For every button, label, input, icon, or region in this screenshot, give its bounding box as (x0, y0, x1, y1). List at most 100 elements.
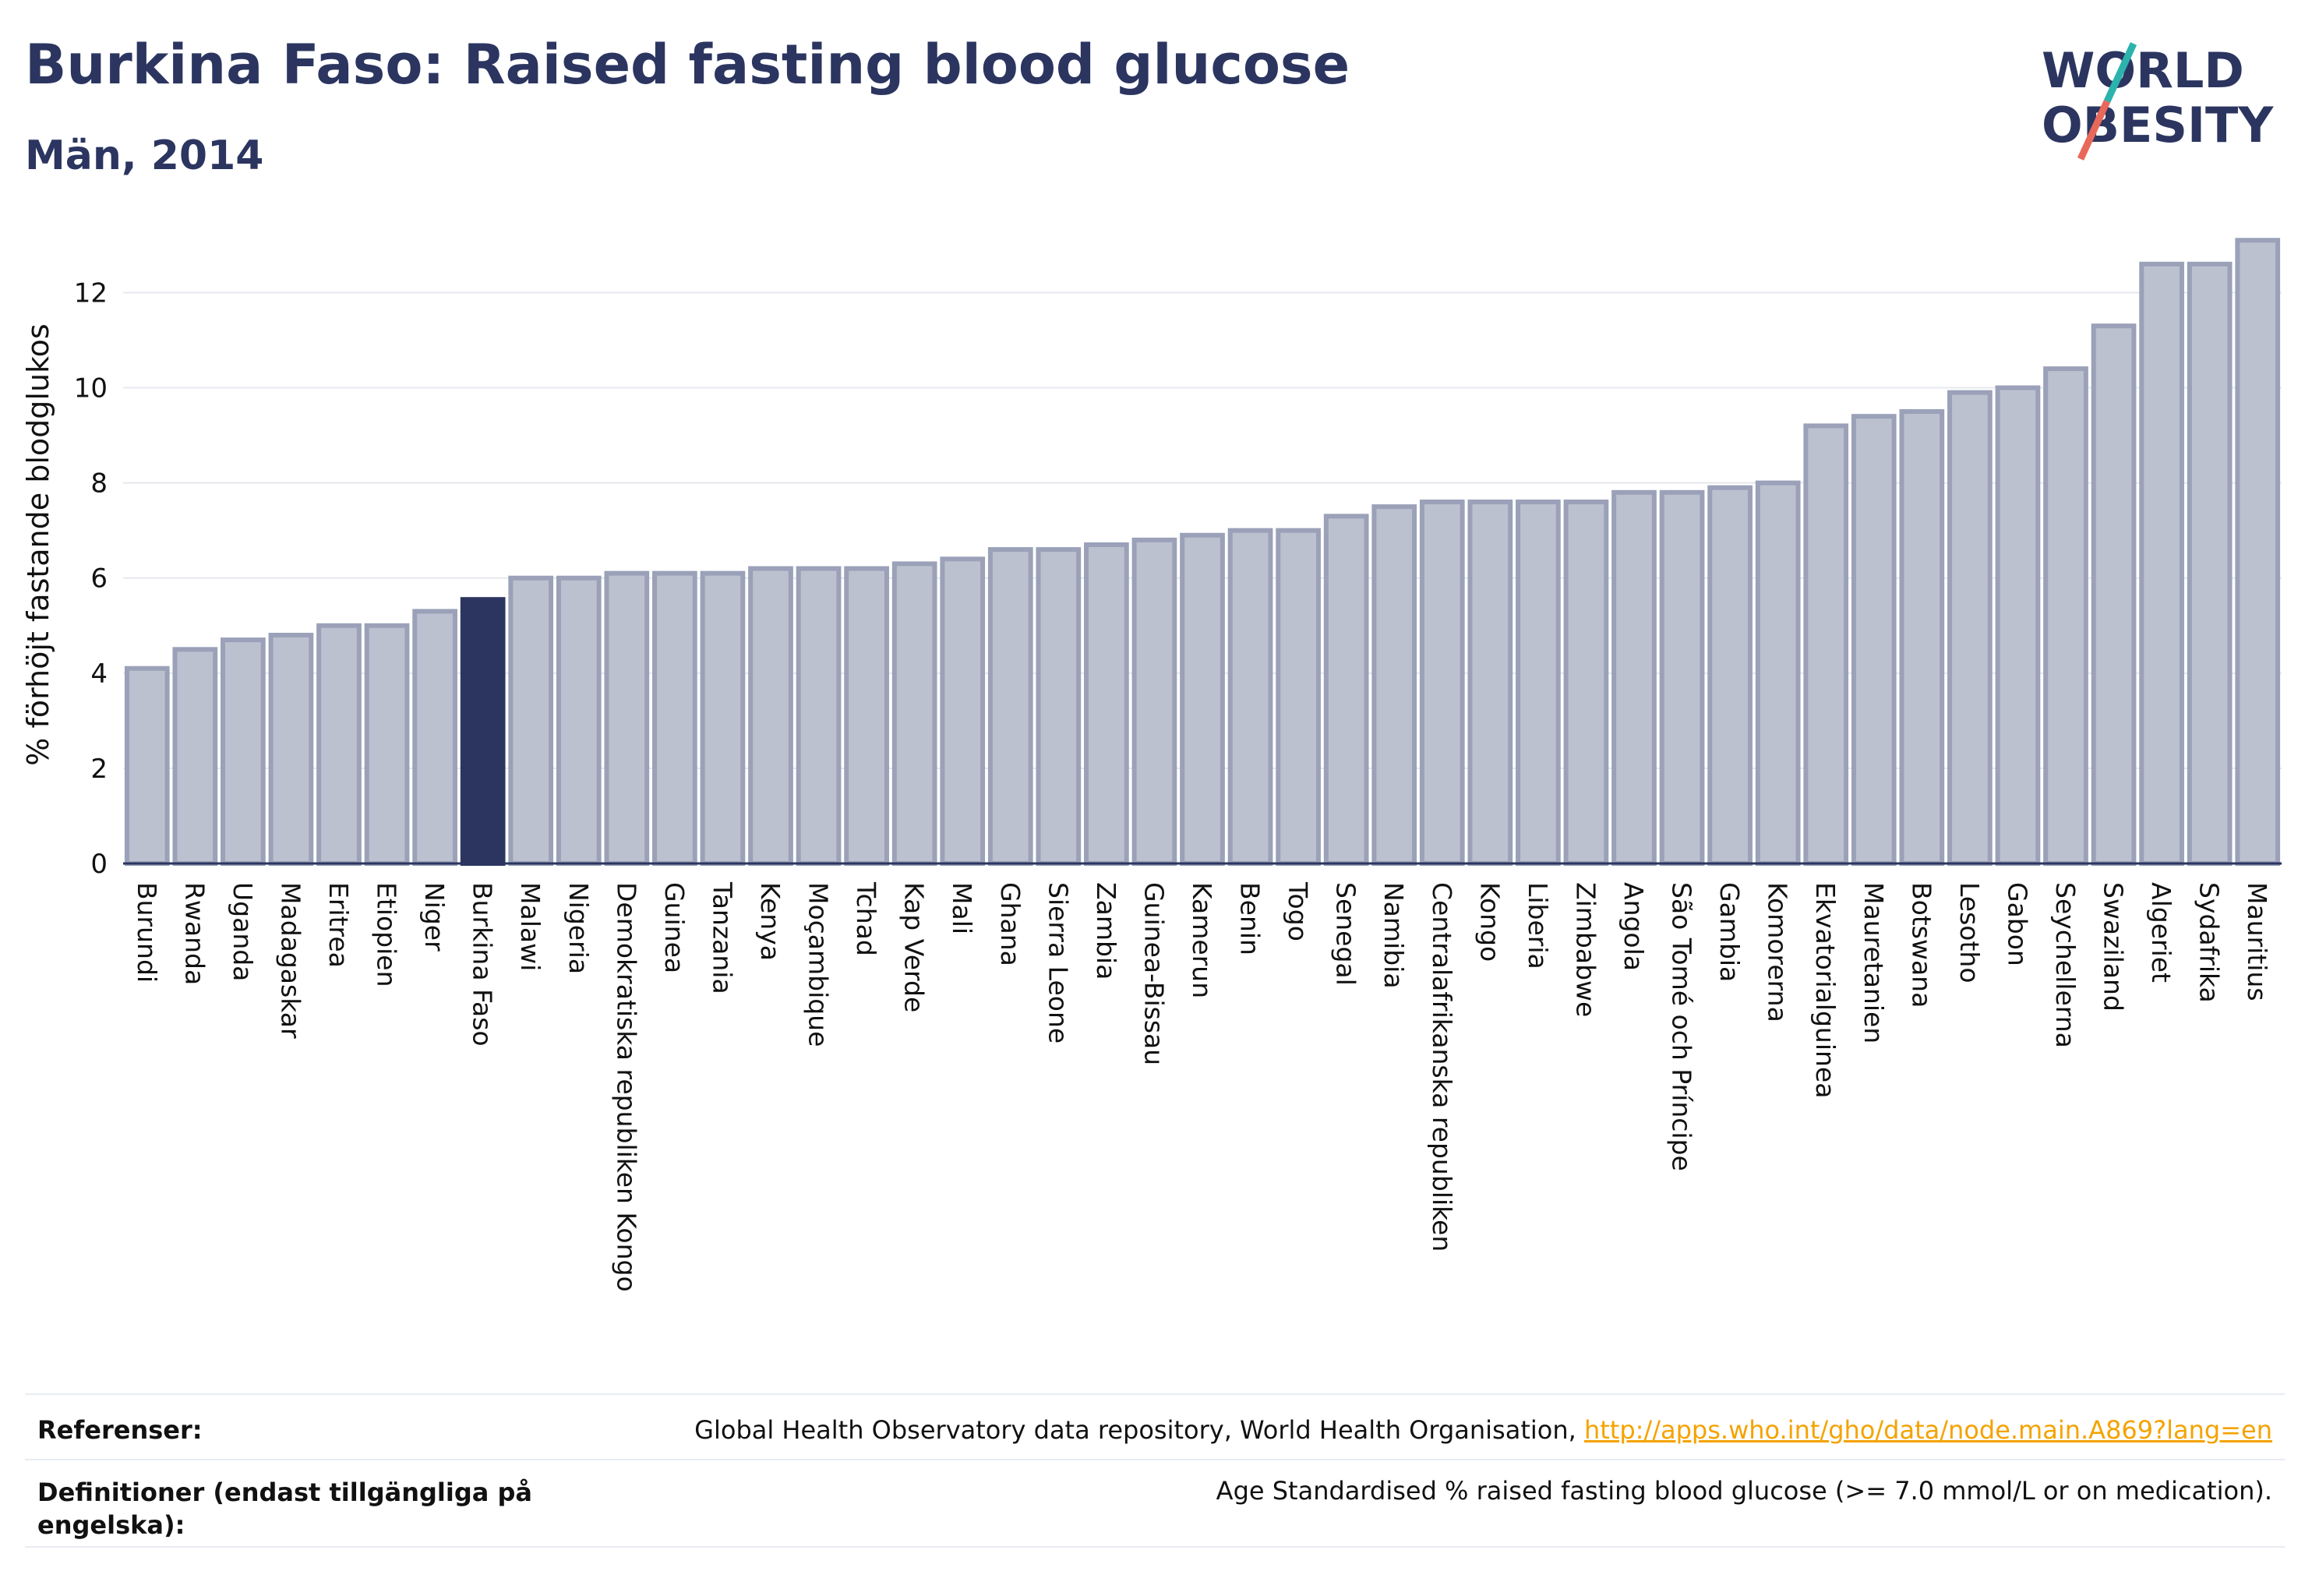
y-tick-labels: 0 2 4 6 8 10 12 (74, 277, 108, 880)
y-tick-label: 0 (90, 849, 108, 880)
footer: Referenser: Global Health Observatory da… (25, 1393, 2285, 1565)
x-tick-label: Etiopien (372, 882, 402, 987)
x-tick-label: Kamerun (1187, 882, 1217, 998)
bar (1995, 385, 2041, 866)
bar (2187, 261, 2233, 866)
x-tick-label: Kenya (755, 882, 785, 961)
x-tick-label: Algeriet (2146, 882, 2176, 983)
x-tick-label: Sierra Leone (1043, 882, 1073, 1043)
definitions-label-line-2: engelska): (37, 1510, 185, 1540)
x-tick-label: Komorerna (1763, 882, 1793, 1022)
bar (604, 570, 650, 867)
references-link[interactable]: http://apps.who.int/gho/data/node.main.A… (1583, 1415, 2272, 1445)
bar (1227, 528, 1273, 867)
bar (316, 623, 362, 866)
x-tick-label: Gambia (1714, 882, 1745, 982)
bar (2139, 261, 2184, 866)
x-tick-label: Tchad (851, 881, 881, 956)
bar (1131, 537, 1177, 866)
chart-title: Burkina Faso: Raised fasting blood gluco… (25, 33, 1350, 97)
bar (2043, 366, 2088, 866)
bar (412, 609, 457, 867)
logo-line-1: WORLD (2042, 42, 2244, 99)
world-obesity-logo: WORLD OBESITY (2042, 42, 2274, 161)
bar (1563, 500, 1609, 866)
references-row: Referenser: Global Health Observatory da… (25, 1393, 2285, 1457)
x-tick-label: Uganda (228, 882, 258, 981)
bar (1851, 414, 1897, 866)
x-tick-label: Angola (1618, 882, 1649, 971)
bar (268, 632, 314, 866)
x-tick-label: Seychellerna (2050, 882, 2081, 1048)
x-tick-label: Rwanda (179, 882, 210, 985)
definitions-label: Definitioner (endast tillgängliga på eng… (37, 1476, 532, 1541)
bar (1084, 542, 1129, 866)
x-tick-label: Sydafrika (2194, 882, 2225, 1003)
x-tick-label: Demokratiska republiken Kongo (611, 882, 641, 1292)
bar (221, 637, 266, 866)
bar (2235, 238, 2281, 867)
bar (1323, 514, 1369, 866)
logo-line-2: OBESITY (2042, 97, 2274, 154)
logo-slash-top (2103, 42, 2137, 103)
x-tick-label: São Tomé och Príncipe (1667, 882, 1697, 1171)
x-tick-label: Eritrea (323, 882, 354, 968)
x-tick-label: Swaziland (2099, 882, 2129, 1012)
x-tick-label: Togo (1283, 881, 1313, 941)
bar (700, 570, 746, 867)
bar (1467, 500, 1513, 866)
x-tick-label: Malawi (515, 882, 545, 971)
bar (940, 556, 986, 866)
definitions-row: Definitioner (endast tillgängliga på eng… (25, 1459, 2285, 1548)
bar (1899, 409, 1945, 866)
bar (1036, 547, 1082, 866)
bar (1371, 504, 1417, 866)
logo-slash-bottom (2077, 100, 2111, 161)
bar (1803, 423, 1849, 866)
bar (796, 566, 842, 866)
x-tick-label: Nigeria (563, 882, 594, 974)
bar (1755, 480, 1801, 866)
x-tick-label: Gabon (2002, 882, 2032, 966)
y-tick-label: 12 (74, 277, 108, 309)
x-tick-label: Senegal (1331, 882, 1361, 986)
bars (124, 238, 2281, 867)
x-tick-label: Burkina Faso (468, 882, 498, 1047)
x-tick-label: Kongo (1474, 882, 1505, 962)
references-value: Global Health Observatory data repositor… (694, 1415, 2272, 1445)
bar (1659, 489, 1705, 867)
bar (364, 623, 410, 866)
y-tick-label: 10 (74, 373, 108, 404)
definitions-value: Age Standardised % raised fasting blood … (1216, 1476, 2272, 1506)
bar (844, 566, 889, 866)
x-tick-label: Namibia (1378, 882, 1409, 989)
bar (748, 566, 793, 866)
bar (1707, 485, 1753, 866)
x-tick-label: Liberia (1523, 882, 1553, 969)
y-axis-label: % förhöjt fastande blodglukos (21, 323, 55, 765)
bar (508, 575, 554, 866)
bar (124, 666, 170, 867)
bar (2091, 323, 2137, 866)
bar (460, 597, 506, 866)
y-tick-label: 2 (90, 754, 108, 785)
references-text: Global Health Observatory data repositor… (694, 1415, 1584, 1445)
x-tick-label: Mauritius (2242, 882, 2272, 1001)
bar (1419, 500, 1465, 866)
y-tick-label: 8 (90, 468, 108, 500)
chart-subtitle: Män, 2014 (25, 132, 264, 179)
x-tick-label: Mauretanien (1858, 882, 1889, 1043)
x-tick-label: Tanzania (707, 881, 737, 994)
x-tick-label: Botswana (1906, 882, 1936, 1008)
x-tick-label: Ghana (995, 882, 1025, 966)
references-label: Referenser: (37, 1415, 203, 1445)
y-tick-label: 6 (90, 563, 108, 595)
x-tick-label: Lesotho (1954, 882, 1985, 983)
x-tick-label: Mali (947, 882, 977, 934)
x-tick-label: Guinea (659, 882, 690, 973)
y-tick-label: 4 (90, 659, 108, 690)
x-tick-label: Burundi (132, 882, 162, 983)
bar (891, 561, 937, 866)
x-tick-label: Zambia (1091, 882, 1121, 980)
x-tick-labels: Burundi Rwanda Uganda Madagaskar Eritrea Etio… (132, 881, 2272, 1292)
